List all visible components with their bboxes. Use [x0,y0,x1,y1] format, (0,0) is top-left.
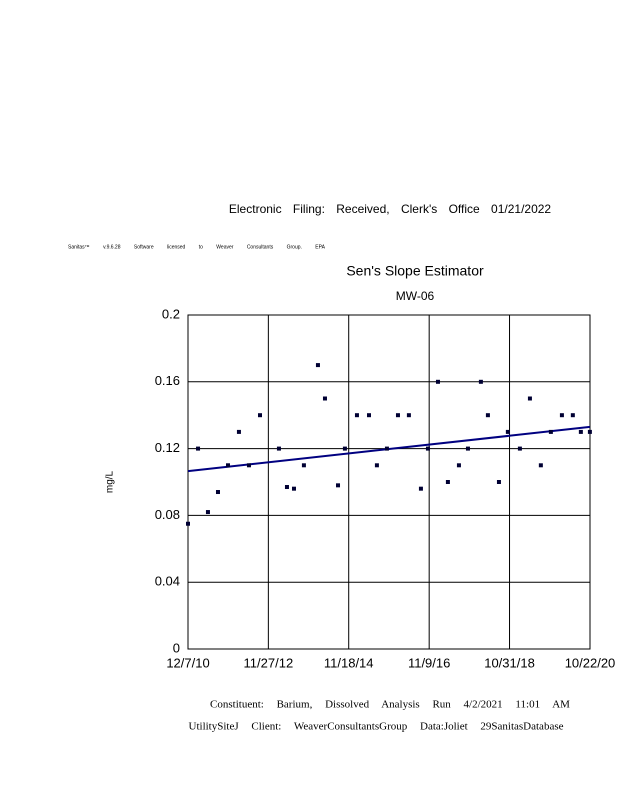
data-point [342,446,347,451]
license-note: Sanitas™ v.9.6.28 Software licensed to W… [68,244,326,250]
data-point [578,429,583,434]
data-point [236,429,241,434]
plot-area [187,314,591,650]
data-point [505,429,510,434]
data-point [548,429,553,434]
data-point [559,413,564,418]
data-point [496,480,501,484]
data-point [478,379,483,384]
data-point [445,480,450,484]
data-point [418,486,423,491]
data-point [587,429,592,434]
data-point [322,396,327,401]
y-tick-label: 0.2 [162,306,180,321]
data-point [196,446,201,451]
chart-title: Sen's Slope Estimator [346,263,484,279]
data-point [384,446,389,451]
data-point [315,363,320,368]
data-point [336,483,341,488]
trend-line [187,425,591,473]
data-point [215,490,220,495]
x-tick-label: 10/22/20 [565,655,616,670]
data-point [406,413,411,418]
data-point [284,485,289,490]
x-tick-label: 11/18/14 [324,655,374,670]
x-tick-label: 10/31/18 [484,655,535,670]
data-point [395,413,400,418]
data-point [538,463,543,468]
data-point [485,413,490,418]
y-axis-label: mg/L [105,470,116,493]
data-point [276,446,281,451]
data-point [465,446,470,451]
data-point [366,413,371,418]
y-tick-label: 0.12 [155,440,180,455]
y-tick-label: 0.08 [155,507,180,522]
data-point [301,463,306,468]
data-point [205,510,210,515]
y-tick-label: 0.16 [155,373,180,388]
x-tick-label: 11/9/16 [408,655,450,670]
data-point [435,379,440,384]
data-point [517,446,522,451]
data-point [425,446,430,451]
data-point [186,521,190,526]
data-point [354,413,359,418]
data-point [291,486,296,491]
data-point [527,396,532,401]
data-point [456,463,461,468]
y-tick-label: 0 [173,640,180,655]
data-point [570,413,575,418]
footer-line: UtilitySiteJ Client: WeaverConsultantsGr… [189,721,564,733]
data-point [226,463,231,468]
data-point [374,463,379,468]
filing-stamp: Electronic Filing: Received, Clerk's Off… [229,202,552,216]
data-point [246,463,251,468]
chart-subtitle: MW-06 [396,289,435,303]
x-tick-label: 11/27/12 [244,655,294,670]
y-tick-label: 0.04 [155,574,180,589]
footer-line: Constituent: Barium, Dissolved Analysis … [210,699,570,711]
data-point [257,413,262,418]
x-tick-label: 12/7/10 [166,655,209,670]
